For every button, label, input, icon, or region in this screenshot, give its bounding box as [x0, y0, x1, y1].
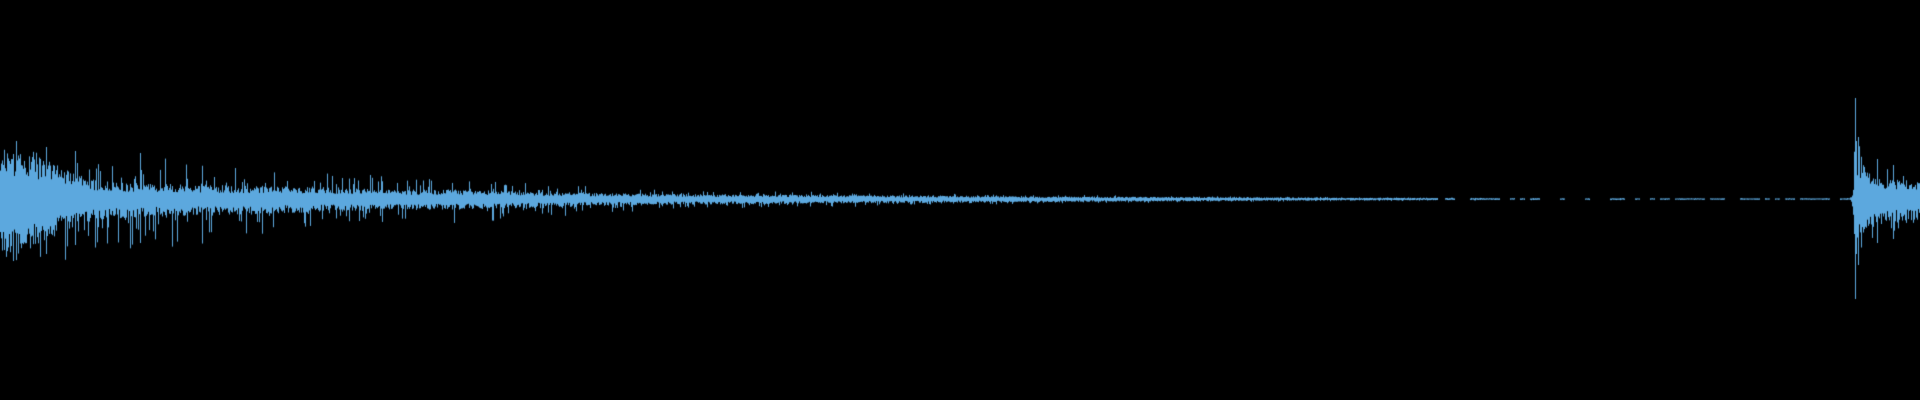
- audio-waveform-canvas: [0, 0, 1920, 400]
- waveform-screen: [0, 0, 1920, 400]
